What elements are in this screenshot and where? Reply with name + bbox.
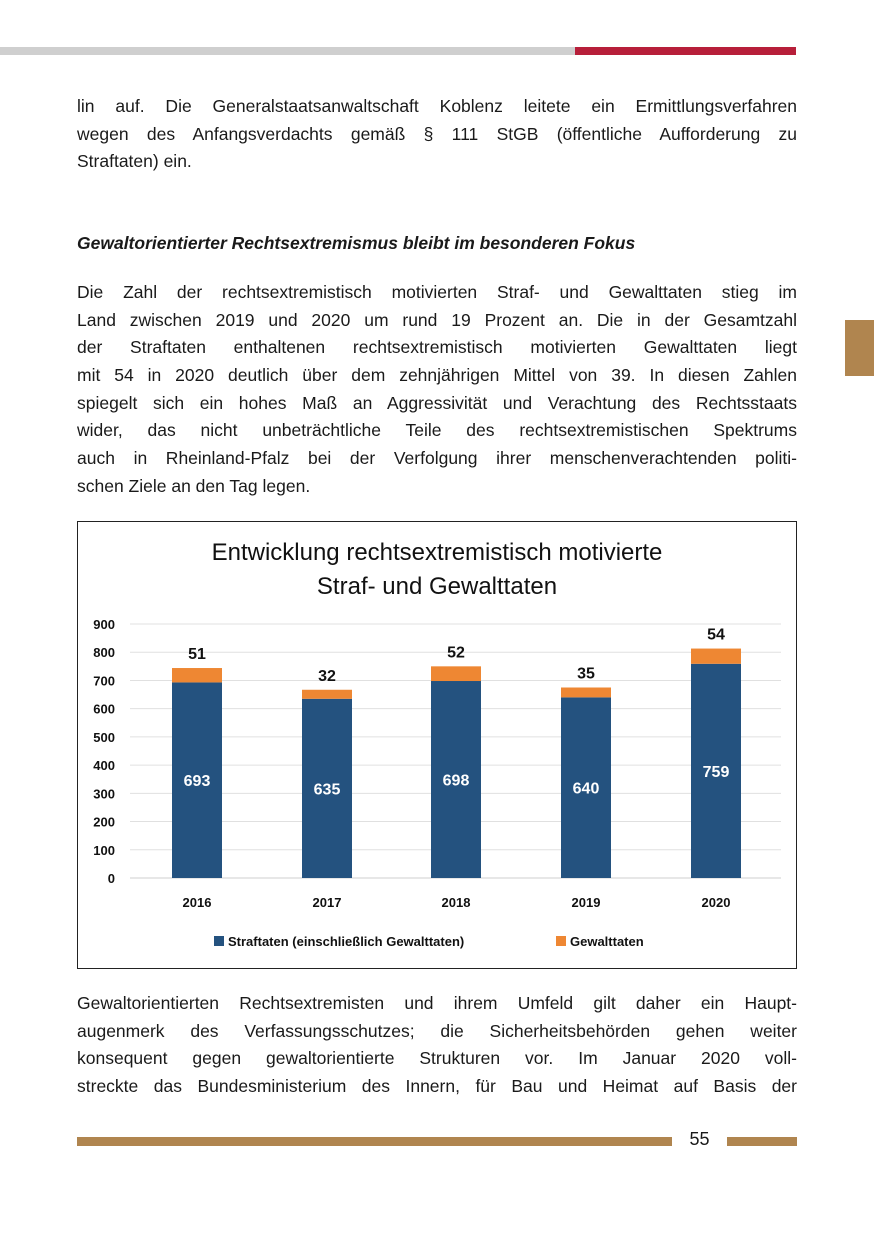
x-tick-label: 2019 [572,895,601,910]
chart-svg: Entwicklung rechtsextremistisch motivier… [93,539,781,949]
bar-straftaten [172,682,222,878]
text-line: der Straftaten enthaltenen rechtsextremi… [77,337,797,358]
footer-bar-left [77,1137,672,1146]
x-tick-label: 2017 [313,895,342,910]
bar-straftaten [302,698,352,878]
text-line: Gewaltorientierten Rechtsextremisten und… [77,993,797,1013]
footer-bar-right [727,1137,797,1146]
bar-gewalttaten [431,666,481,682]
data-label-straftaten: 698 [443,773,470,790]
legend-swatch-straftaten [214,936,224,946]
section-heading: Gewaltorientierter Rechtsextremismus ble… [77,233,636,253]
bar-gewalttaten [172,668,222,683]
data-label-gewalttaten: 52 [447,644,465,661]
text-line: wider, das nicht unbeträchtliche Teile d… [77,420,797,441]
data-label-straftaten: 693 [184,773,211,790]
bar-gewalttaten [302,689,352,699]
bar-gewalttaten [691,648,741,664]
chart-title: Straf- und Gewalttaten [317,573,557,600]
data-label-straftaten: 640 [573,781,600,798]
y-tick-label: 600 [93,702,115,717]
text-line: konsequent gegen gewaltorientierte Struk… [77,1048,797,1069]
data-label-straftaten: 635 [314,781,341,798]
y-tick-label: 100 [93,843,115,858]
y-tick-label: 500 [93,730,115,745]
y-tick-label: 400 [93,758,115,773]
text-line: wegen des Anfangsverdachts gemäß § 111 S… [77,123,797,144]
data-label-gewalttaten: 51 [188,646,206,663]
chart: Entwicklung rechtsextremistisch motivier… [77,521,797,969]
data-label-gewalttaten: 35 [577,666,595,683]
paragraph-top: lin auf. Die Generalstaatsanwaltschaft K… [77,93,797,176]
bar-straftaten [431,681,481,878]
data-label-gewalttaten: 32 [318,668,336,685]
y-tick-label: 900 [93,617,115,632]
chapter-tab [845,320,874,376]
y-tick-label: 700 [93,673,115,688]
x-tick-label: 2016 [183,895,212,910]
header-gray-bar [0,47,575,55]
text-line: Die Zahl der rechtsextremistisch motivie… [77,282,797,302]
bar-straftaten [561,697,611,878]
y-tick-label: 200 [93,815,115,830]
paragraph-bottom: Gewaltorientierten Rechtsextremisten und… [77,990,797,1101]
x-tick-label: 2020 [702,895,731,910]
paragraph-main: Die Zahl der rechtsextremistisch motivie… [77,279,797,501]
legend-label-straftaten: Straftaten (einschließlich Gewalttaten) [228,934,464,949]
legend-label-gewalttaten: Gewalttaten [570,934,644,949]
x-tick-label: 2018 [442,895,471,910]
data-label-straftaten: 759 [703,764,730,781]
data-label-gewalttaten: 54 [707,627,725,644]
text-line: auch in Rheinland-Pfalz bei der Verfolgu… [77,448,797,469]
text-line: mit 54 in 2020 deutlich über dem zehnjäh… [77,365,797,386]
text-line: Straftaten) ein. [77,151,192,172]
text-line: Land zwischen 2019 und 2020 um rund 19 P… [77,309,797,330]
y-tick-label: 0 [108,871,115,886]
text-line: schen Ziele an den Tag legen. [77,475,311,496]
text-line: augenmerk des Verfassungsschutzes; die S… [77,1020,797,1041]
header-red-bar [575,47,796,55]
text-line: spiegelt sich ein hohes Maß an Aggressiv… [77,392,797,413]
y-tick-label: 300 [93,786,115,801]
page-number: 55 [689,1129,710,1149]
text-line: streckte das Bundesministerium des Inner… [77,1076,797,1097]
bar-straftaten [691,663,741,878]
legend-swatch-gewalttaten [556,936,566,946]
text-line: lin auf. Die Generalstaatsanwaltschaft K… [77,96,797,116]
bar-gewalttaten [561,687,611,698]
chart-title: Entwicklung rechtsextremistisch motivier… [212,539,663,566]
y-tick-label: 800 [93,645,115,660]
